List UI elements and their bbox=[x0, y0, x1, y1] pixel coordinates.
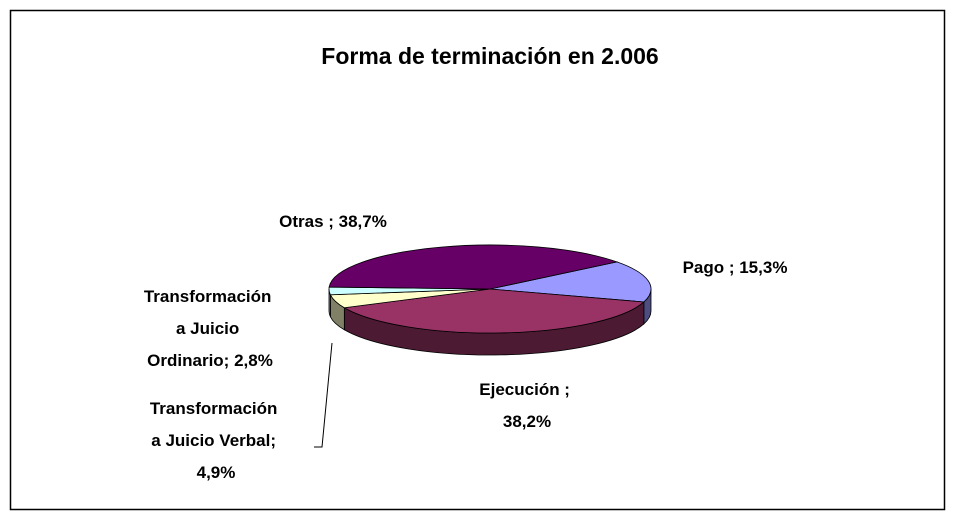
pie-slice bbox=[328, 244, 619, 290]
data-label: Transformación a Juicio Ordinario; 2,8% bbox=[144, 287, 276, 370]
data-label: Pago ; 15,3% bbox=[683, 258, 788, 277]
pie-tops bbox=[328, 244, 652, 334]
chart-title: Forma de terminación en 2.006 bbox=[321, 43, 658, 69]
leader-line bbox=[314, 342, 333, 448]
data-label: Transformación a Juicio Verbal; 4,9% bbox=[150, 399, 282, 482]
pie-slice bbox=[489, 261, 652, 303]
pie-slice bbox=[343, 288, 645, 334]
data-label: Otras ; 38,7% bbox=[279, 212, 387, 231]
data-label: Ejecución ; 38,2% bbox=[479, 380, 574, 431]
